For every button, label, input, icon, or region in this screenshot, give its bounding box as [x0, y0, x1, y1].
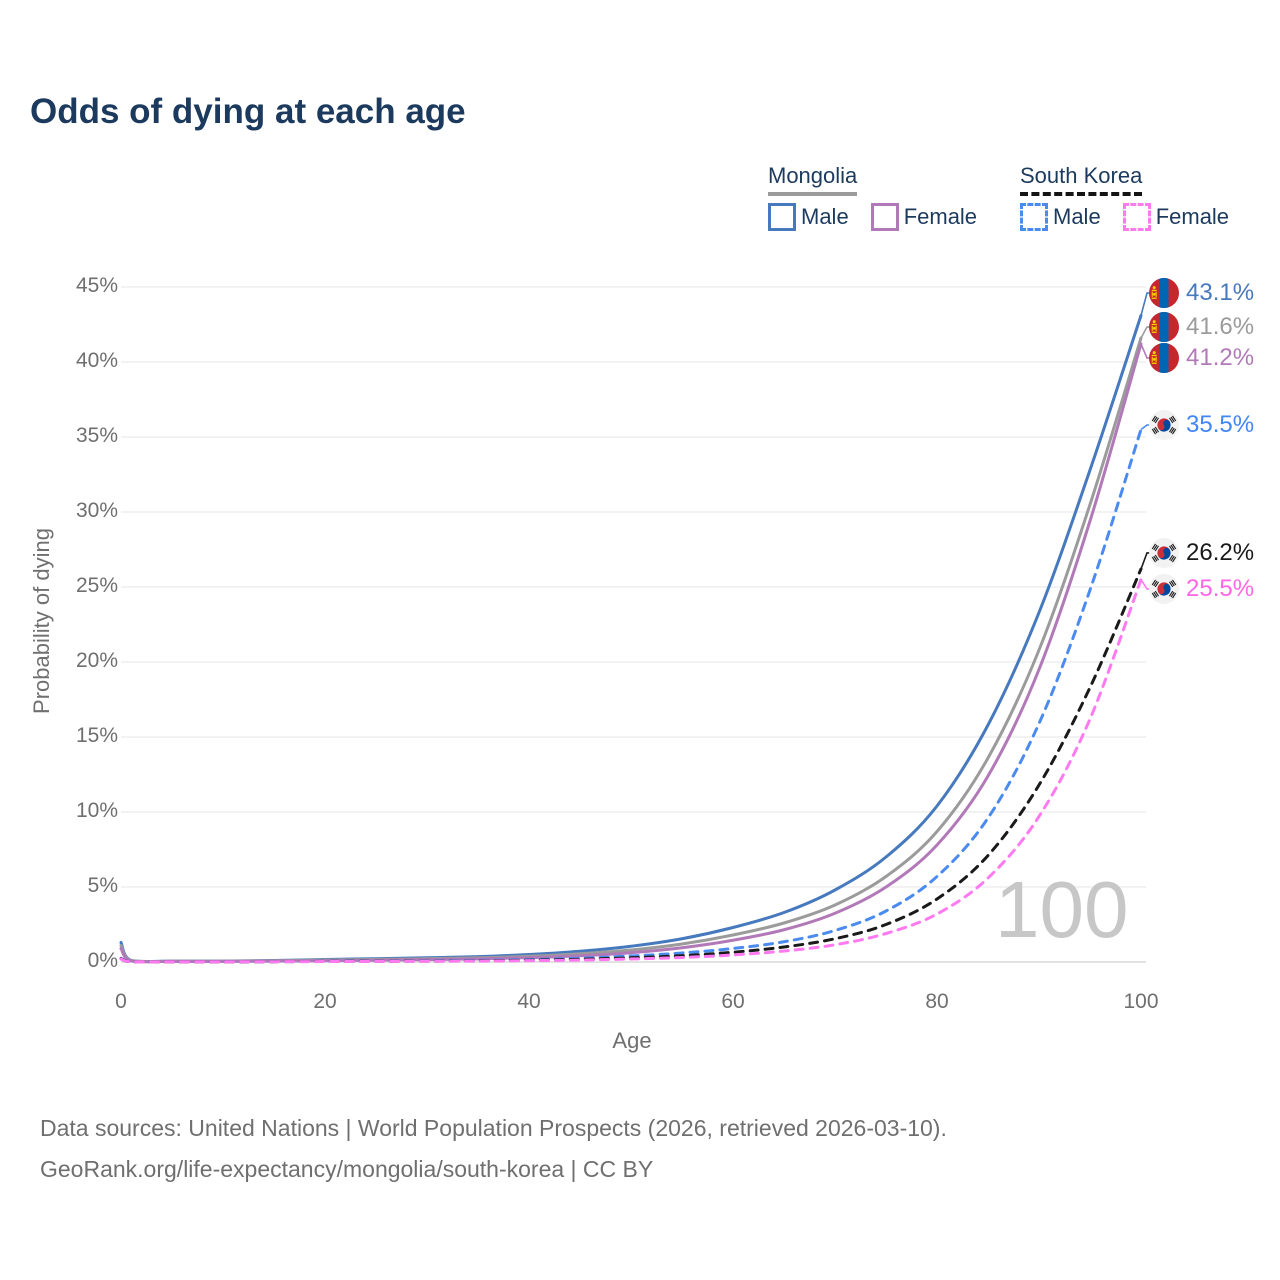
- legend-item-south-korea-female[interactable]: Female: [1122, 203, 1230, 231]
- page-title: Odds of dying at each age: [30, 92, 466, 131]
- legend-item-south-korea-male[interactable]: Male: [1020, 203, 1101, 231]
- y-tick-45: 45%: [75, 274, 118, 297]
- legend-group-south-korea: South Korea: [1020, 163, 1143, 196]
- legend-item-mongolia-male[interactable]: Male: [768, 203, 849, 231]
- mongolia-flag-icon: [1149, 278, 1179, 308]
- x-tick-20: 20: [313, 990, 337, 1013]
- mongolia-flag-icon: [1149, 343, 1179, 373]
- value-label-text: 35.5%: [1186, 411, 1255, 438]
- legend-item-mongolia-female[interactable]: Female: [870, 203, 978, 231]
- x-tick-0: 0: [115, 990, 127, 1013]
- series-line-south-korea-male: [119, 428, 1143, 964]
- legend-item-label: Male: [1053, 204, 1101, 229]
- value-label-text: 41.2%: [1186, 344, 1255, 371]
- series-line-mongolia-female: [119, 342, 1143, 964]
- south-korea-female-swatch-icon: [1122, 203, 1151, 231]
- south-korea-flag-icon: [1149, 538, 1179, 568]
- legend-row-mongolia: Male Female: [768, 203, 999, 231]
- y-tick-10: 10%: [75, 799, 118, 822]
- value-label-mongolia-male: 43.1%: [1149, 277, 1254, 309]
- value-label-south-korea-both: 26.2%: [1149, 537, 1254, 569]
- series-line-mongolia-male: [119, 314, 1143, 964]
- value-label-text: 41.6%: [1186, 313, 1255, 340]
- x-tick-60: 60: [721, 990, 745, 1013]
- south-korea-flag-icon: [1149, 410, 1179, 440]
- y-axis-title: Probability of dying: [29, 528, 54, 714]
- legend-item-label: Female: [1155, 204, 1230, 229]
- legend-title-mongolia: Mongolia: [768, 163, 858, 196]
- south-korea-male-swatch-icon: [1020, 203, 1048, 231]
- y-tick-5: 5%: [87, 874, 118, 897]
- data-sources-line: Data sources: United Nations | World Pop…: [40, 1115, 947, 1141]
- value-label-text: 26.2%: [1186, 539, 1255, 566]
- x-axis-title: Age: [612, 1028, 652, 1053]
- value-label-text: 25.5%: [1186, 575, 1255, 602]
- mongolia-female-swatch-icon: [870, 203, 899, 231]
- y-tick-15: 15%: [75, 724, 118, 747]
- y-tick-35: 35%: [75, 424, 118, 447]
- x-tick-80: 80: [925, 990, 949, 1013]
- y-tick-40: 40%: [75, 349, 118, 372]
- mongolia-male-swatch-icon: [768, 203, 796, 231]
- legend-group-mongolia: Mongolia: [768, 163, 858, 196]
- footer: Data sources: United Nations | World Pop…: [40, 1108, 947, 1190]
- legend-item-label: Female: [903, 204, 978, 229]
- legend-row-south-korea: Male Female: [1020, 203, 1251, 231]
- value-label-south-korea-female: 25.5%: [1149, 573, 1254, 605]
- series-line-south-korea-both: [119, 567, 1143, 964]
- value-label-mongolia-both: 41.6%: [1149, 311, 1254, 343]
- series-line-south-korea-female: [119, 578, 1143, 964]
- value-label-south-korea-male: 35.5%: [1149, 409, 1254, 441]
- y-tick-30: 30%: [75, 499, 118, 522]
- x-tick-100: 100: [1123, 990, 1159, 1013]
- x-tick-40: 40: [517, 990, 541, 1013]
- legend-item-label: Male: [801, 204, 849, 229]
- value-label-mongolia-female: 41.2%: [1149, 342, 1254, 374]
- legend-title-south-korea: South Korea: [1020, 163, 1143, 196]
- attribution-line: GeoRank.org/life-expectancy/mongolia/sou…: [40, 1156, 654, 1182]
- y-tick-0: 0%: [87, 949, 118, 972]
- series-line-mongolia-both: [119, 336, 1143, 964]
- value-label-text: 43.1%: [1186, 279, 1255, 306]
- y-tick-20: 20%: [75, 649, 118, 672]
- age-watermark: 100: [995, 865, 1129, 954]
- y-tick-25: 25%: [75, 574, 118, 597]
- south-korea-flag-icon: [1149, 574, 1179, 604]
- mongolia-flag-icon: [1149, 312, 1179, 342]
